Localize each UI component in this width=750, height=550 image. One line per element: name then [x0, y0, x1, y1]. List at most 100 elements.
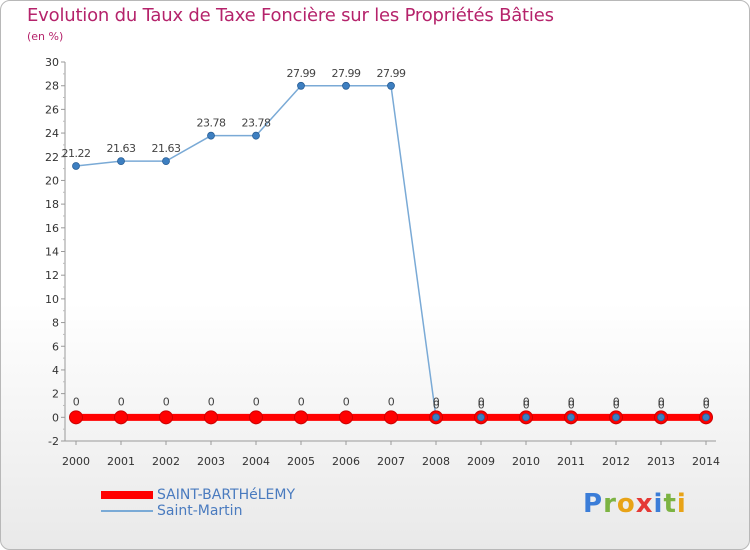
series-point-saint-martin	[522, 413, 530, 422]
x-tick-label: 2009	[467, 455, 495, 468]
x-tick-label: 2012	[602, 455, 630, 468]
data-label-saint-martin: 27.99	[287, 67, 316, 80]
y-tick-label: 4	[52, 364, 59, 377]
series-point-saint-martin	[342, 81, 350, 90]
y-tick-label: 26	[45, 103, 59, 116]
x-tick-label: 2001	[107, 455, 135, 468]
data-label-saint-barthelemy: 0	[73, 395, 80, 408]
series-point-saint-martin	[297, 81, 305, 90]
proxiti-logo: Proxiti	[583, 489, 687, 519]
x-tick-label: 2004	[242, 455, 270, 468]
data-label-saint-martin: 21.22	[62, 147, 91, 160]
data-label-saint-martin: 0	[613, 398, 620, 411]
y-tick-label: 12	[45, 269, 59, 282]
series-point-saint-martin	[72, 162, 80, 170]
x-tick-label: 2008	[422, 455, 450, 468]
y-tick-label: 16	[45, 222, 59, 235]
data-label-saint-barthelemy: 0	[433, 395, 440, 408]
legend-swatch-red	[101, 491, 153, 499]
series-point-saint-barthelemy	[249, 410, 263, 425]
logo-letter: t	[663, 489, 677, 519]
data-label-saint-barthelemy: 0	[478, 395, 485, 408]
logo-letter: o	[616, 489, 636, 519]
data-label-saint-martin: 0	[523, 398, 530, 411]
data-label-saint-barthelemy: 0	[388, 395, 395, 408]
series-point-saint-barthelemy	[384, 410, 398, 425]
logo-letter: x	[635, 489, 654, 519]
series-point-saint-barthelemy	[69, 410, 83, 425]
y-tick-label: 30	[45, 56, 59, 69]
x-tick-label: 2006	[332, 455, 360, 468]
series-point-saint-martin	[702, 413, 710, 422]
data-label-saint-barthelemy: 0	[253, 395, 260, 408]
data-label-saint-barthelemy: 0	[658, 395, 665, 408]
y-tick-label: 22	[45, 151, 59, 164]
x-tick-label: 2005	[287, 455, 315, 468]
logo-letter: r	[603, 489, 617, 519]
y-tick-label: 2	[52, 388, 59, 401]
data-label-saint-barthelemy: 0	[343, 395, 350, 408]
series-point-saint-martin	[387, 81, 395, 90]
y-tick-label: 24	[45, 127, 59, 140]
x-tick-label: 2003	[197, 455, 225, 468]
series-point-saint-martin	[432, 413, 440, 422]
x-tick-label: 2000	[62, 455, 90, 468]
series-point-saint-martin	[207, 131, 215, 140]
data-label-saint-barthelemy: 0	[613, 395, 620, 408]
data-label-saint-martin: 0	[433, 398, 440, 411]
y-tick-label: 6	[52, 340, 59, 353]
logo-letter: i	[653, 489, 664, 519]
data-label-saint-barthelemy: 0	[523, 395, 530, 408]
series-point-saint-barthelemy	[294, 410, 308, 425]
series-point-saint-martin	[117, 157, 125, 166]
y-tick-label: -2	[48, 435, 59, 448]
y-tick-label: 8	[52, 317, 59, 330]
series-point-saint-martin	[567, 413, 575, 422]
data-label-saint-barthelemy: 0	[298, 395, 305, 408]
data-label-saint-martin: 27.99	[377, 67, 406, 80]
data-label-saint-martin: 0	[658, 398, 665, 411]
series-point-saint-martin	[477, 413, 485, 422]
y-tick-label: 28	[45, 80, 59, 93]
series-point-saint-barthelemy	[339, 410, 353, 425]
series-point-saint-martin	[657, 413, 665, 422]
x-tick-label: 2007	[377, 455, 405, 468]
x-tick-label: 2011	[557, 455, 585, 468]
x-tick-label: 2013	[647, 455, 675, 468]
series-point-saint-barthelemy	[114, 410, 128, 425]
legend-label: Saint-Martin	[157, 503, 243, 519]
x-tick-label: 2010	[512, 455, 540, 468]
legend-swatch-blue	[101, 510, 153, 512]
series-point-saint-barthelemy	[159, 410, 173, 425]
series-point-saint-martin	[252, 131, 260, 140]
y-tick-label: 0	[52, 411, 59, 424]
x-tick-label: 2014	[692, 455, 720, 468]
data-label-saint-martin: 21.63	[152, 142, 181, 155]
data-label-saint-martin: 0	[568, 398, 575, 411]
data-label-saint-martin: 23.78	[242, 117, 271, 130]
data-label-saint-barthelemy: 0	[703, 395, 710, 408]
logo-letter: i	[676, 489, 687, 519]
data-label-saint-martin: 0	[478, 398, 485, 411]
data-label-saint-barthelemy: 0	[163, 395, 170, 408]
y-tick-label: 14	[45, 246, 59, 259]
series-point-saint-martin	[612, 413, 620, 422]
data-label-saint-martin: 21.63	[107, 142, 136, 155]
chart-title: Evolution du Taux de Taxe Foncière sur l…	[27, 5, 554, 26]
data-label-saint-martin: 23.78	[197, 117, 226, 130]
data-label-saint-barthelemy: 0	[568, 395, 575, 408]
y-tick-label: 10	[45, 293, 59, 306]
data-label-saint-martin: 27.99	[332, 67, 361, 80]
chart-subtitle: (en %)	[27, 30, 64, 43]
series-point-saint-barthelemy	[204, 410, 218, 425]
data-label-saint-barthelemy: 0	[208, 395, 215, 408]
series-point-saint-martin	[162, 157, 170, 166]
y-tick-label: 18	[45, 198, 59, 211]
data-label-saint-barthelemy: 0	[118, 395, 125, 408]
legend-label: SAINT-BARTHéLEMY	[157, 487, 296, 503]
data-label-saint-martin: 0	[703, 398, 710, 411]
x-tick-label: 2002	[152, 455, 180, 468]
y-tick-label: 20	[45, 174, 59, 187]
